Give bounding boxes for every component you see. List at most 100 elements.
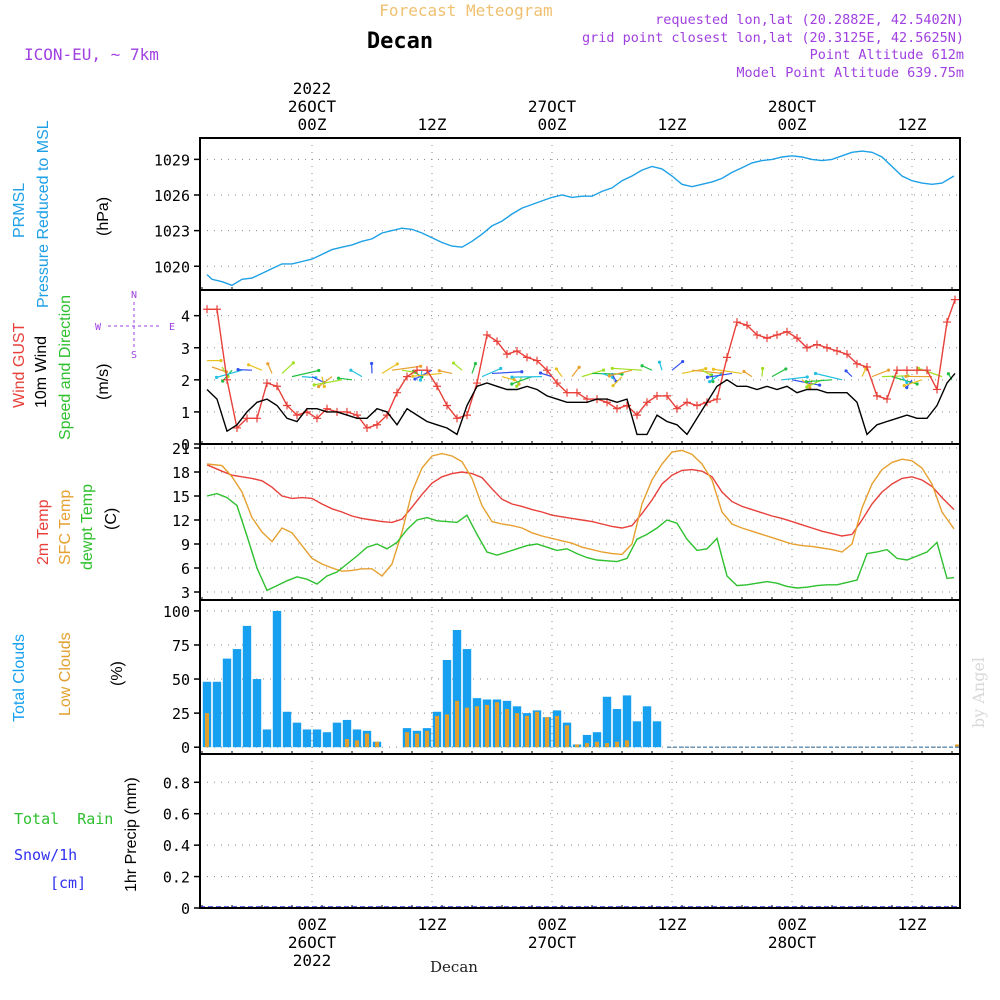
low-cloud-bar <box>605 743 609 748</box>
gust-point <box>493 337 501 346</box>
snow-unit-label: [cm] <box>50 874 86 892</box>
low-cloud-bar <box>615 741 619 748</box>
low-cloud-bar <box>485 704 489 748</box>
pressure-unit-label: (hPa) <box>95 197 112 236</box>
low-cloud-bar <box>545 717 549 748</box>
gust-point <box>283 401 291 410</box>
gust-point <box>743 321 751 330</box>
low-cloud-bar <box>515 713 519 748</box>
wind-vector-head <box>336 376 341 380</box>
panel-temperature: 3 6 9 12 15 18 21 <box>172 440 961 602</box>
wind-vector-head <box>395 362 399 366</box>
y-tick-label: 1023 <box>154 223 190 241</box>
total-cloud-bar <box>252 679 262 748</box>
meteogram-title: Forecast Meteogram <box>379 1 552 20</box>
gust-point <box>803 343 811 352</box>
wind-vector <box>681 368 706 375</box>
gust-point <box>643 398 651 407</box>
compass-e: E <box>169 322 175 333</box>
total-cloud-bar <box>242 625 252 748</box>
wind-vector <box>511 376 533 385</box>
low-cloud-bar <box>505 709 509 748</box>
gust-point <box>843 350 851 359</box>
gust-point <box>683 398 691 407</box>
wind-vector-head <box>761 366 765 371</box>
low-cloud-bar <box>205 713 209 748</box>
wind-vector-head <box>711 367 716 371</box>
low-cloud-bar <box>625 740 629 748</box>
total-cloud-bar <box>622 695 632 748</box>
wind-vector-head <box>554 367 559 371</box>
wind-vector <box>571 366 580 377</box>
wind-vector <box>501 376 515 381</box>
wind-vector-head <box>291 361 295 365</box>
wind-vector <box>781 376 808 381</box>
gust-point <box>893 366 901 375</box>
gust-point <box>933 385 941 394</box>
gust-point <box>903 366 911 375</box>
time-label: 12Z <box>418 115 447 134</box>
y-tick-label: 1026 <box>154 187 190 205</box>
gust-point <box>443 401 451 410</box>
panel-frame <box>199 443 961 601</box>
time-label: 26OCT <box>288 933 337 952</box>
snow-label: Snow/1h <box>14 846 77 864</box>
gust-point <box>553 379 561 388</box>
compass-s: S <box>131 350 137 361</box>
wind-vector <box>701 369 712 376</box>
y-tick-label: 50 <box>172 671 190 689</box>
wind-vector-head <box>657 360 662 364</box>
wind-vector-head <box>317 385 321 389</box>
low-cloud-bar <box>585 743 589 748</box>
time-label: 28OCT <box>768 933 817 952</box>
gust-point <box>823 343 831 352</box>
low-cloud-bar <box>955 744 959 748</box>
wind-vector-head <box>607 374 611 378</box>
total-cloud-bar <box>452 629 462 748</box>
low-cloud-bar <box>425 730 429 748</box>
y-tick-label: 6 <box>181 560 190 578</box>
wind-vector-head <box>247 363 251 367</box>
gust-point <box>393 388 401 397</box>
time-label: 00Z <box>778 115 807 134</box>
gust-point <box>363 423 371 432</box>
gust-point <box>693 401 701 410</box>
wind-vector-head <box>681 359 685 364</box>
wind10-label: 10m Wind <box>33 336 50 408</box>
gust-point <box>503 350 511 359</box>
low-cloud-bar <box>355 740 359 748</box>
gust-point <box>213 305 221 314</box>
y-tick-label: 0 <box>181 900 190 918</box>
wind-vector-head <box>640 364 644 368</box>
y-tick-label: 100 <box>163 603 190 621</box>
total-cloud-bar <box>462 649 472 748</box>
low-cloud-bar <box>435 715 439 748</box>
point-altitude: Point Altitude 612m <box>810 47 964 63</box>
pressure-name-label: Pressure Reduced to MSL <box>35 120 52 308</box>
wind-vector-head <box>266 362 270 366</box>
gust-point <box>873 391 881 400</box>
gust-point <box>723 353 731 362</box>
time-label: 26OCT <box>288 97 337 116</box>
compass-n: N <box>131 290 137 301</box>
time-label: 12Z <box>898 115 927 134</box>
y-tick-label: 3 <box>181 340 190 358</box>
y-tick-label: 9 <box>181 536 190 554</box>
temp-unit-label: (C) <box>103 508 120 530</box>
gust-point <box>523 353 531 362</box>
grid-point-coords: grid point closest lon,lat (20.3125E, 42… <box>582 30 964 46</box>
wind-vector-head <box>317 368 321 373</box>
gust-point <box>853 359 861 368</box>
gust-point <box>733 318 741 327</box>
time-label: 2022 <box>293 951 332 970</box>
wind-vector <box>904 379 923 387</box>
gust-point <box>673 404 681 413</box>
time-label: 00Z <box>538 915 567 934</box>
gust-point <box>273 382 281 391</box>
gust-point <box>883 395 891 404</box>
gust-point <box>753 330 761 339</box>
wind-vector <box>540 372 553 378</box>
wind-vector <box>267 363 273 374</box>
wind-vector <box>338 377 353 381</box>
gust-point <box>863 363 871 371</box>
